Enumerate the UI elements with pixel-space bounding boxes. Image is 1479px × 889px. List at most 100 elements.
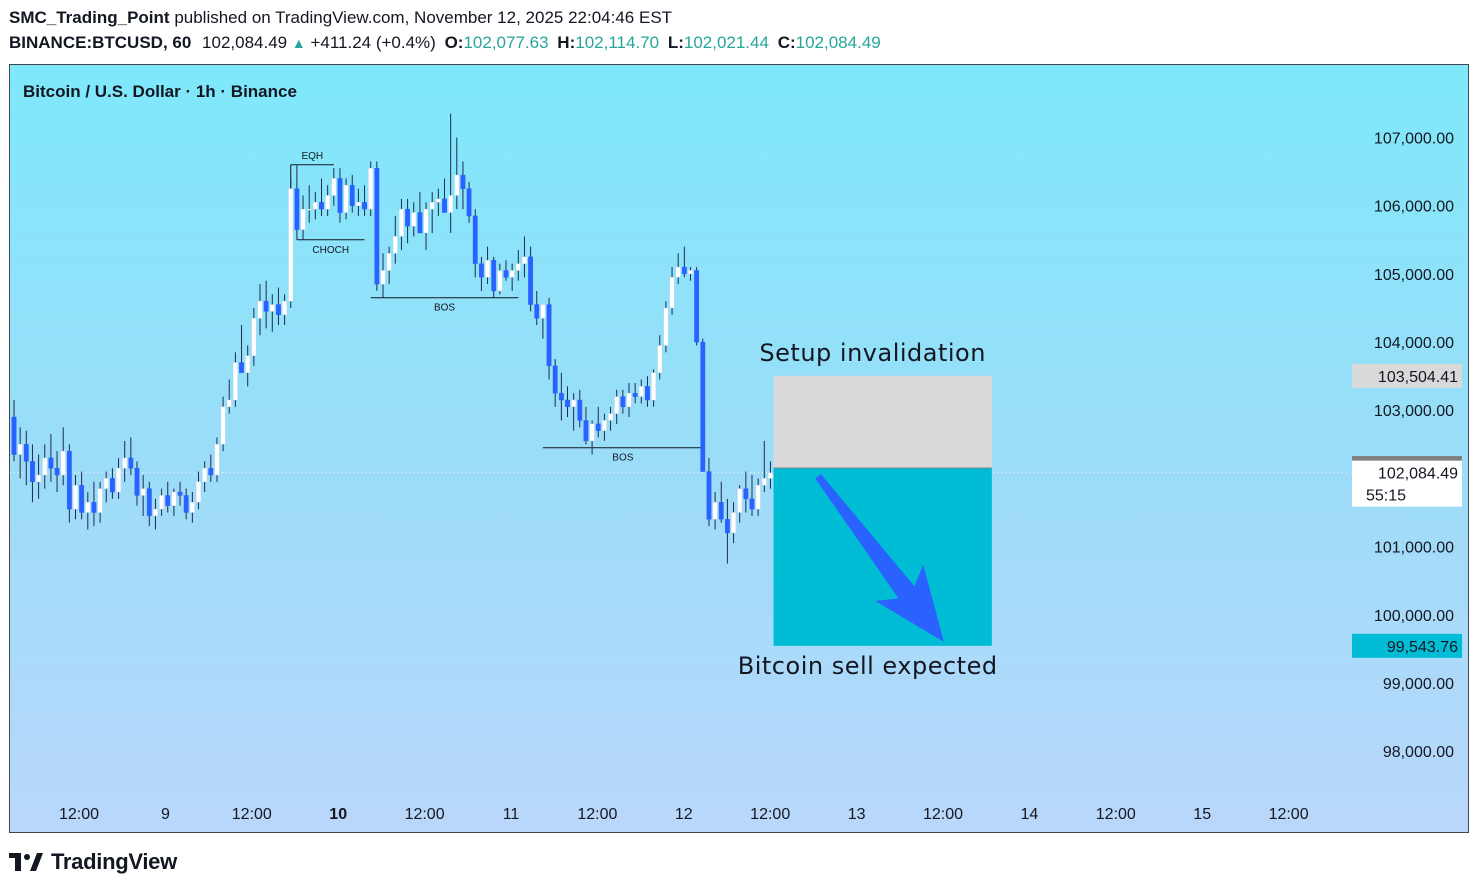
x-tick-label: 15 xyxy=(1193,806,1211,823)
low-value: 102,021.44 xyxy=(683,33,769,52)
candle-up xyxy=(153,508,158,517)
x-tick-label: 14 xyxy=(1021,806,1039,823)
candle-up xyxy=(282,300,287,315)
candle-up xyxy=(97,488,103,513)
y-tick-label: 104,000.00 xyxy=(1374,335,1454,352)
y-tick-label: 101,000.00 xyxy=(1374,540,1454,557)
candle-up xyxy=(202,467,208,483)
symbol-info-bar: BINANCE:BTCUSD, 60 102,084.49 ▲ +411.24 … xyxy=(9,33,881,53)
candle-down xyxy=(23,444,29,462)
open-label: O: xyxy=(444,33,464,52)
candle-down xyxy=(503,270,509,278)
candle-up xyxy=(657,345,663,373)
candle-down xyxy=(276,304,281,315)
candle-down xyxy=(208,467,214,476)
candle-down xyxy=(718,502,724,520)
x-tick-label: 12:00 xyxy=(577,806,617,823)
candle-up xyxy=(368,168,374,210)
x-tick-label: 12:00 xyxy=(59,806,99,823)
candle-down xyxy=(146,488,152,517)
annotation-label-eqh: EQH xyxy=(301,151,323,162)
x-tick-label: 13 xyxy=(848,806,866,823)
candle-up xyxy=(737,488,743,513)
candle-up xyxy=(116,467,121,493)
candle-down xyxy=(263,300,269,312)
candle-down xyxy=(620,396,626,408)
candle-down xyxy=(79,485,85,513)
y-tick-label: 98,000.00 xyxy=(1383,744,1454,761)
candle-down xyxy=(534,304,540,319)
candle-down xyxy=(700,341,706,472)
candle-down xyxy=(595,423,601,431)
candle-up xyxy=(214,444,220,476)
candle-down xyxy=(466,188,472,217)
price-chart[interactable]: Bitcoin / U.S. Dollar · 1h · Binance EQH C… xyxy=(10,65,1468,832)
last-price-badge-countdown: 55:15 xyxy=(1366,488,1406,505)
x-tick-label: 11 xyxy=(503,806,520,823)
candle-up xyxy=(288,188,294,302)
y-tick-label: 106,000.00 xyxy=(1374,199,1454,216)
stop-price-badge: 103,504.41 xyxy=(1378,369,1458,386)
candle-up xyxy=(768,472,773,479)
x-tick-label: 12:00 xyxy=(405,806,445,823)
candle-down xyxy=(442,198,447,213)
candle-up xyxy=(232,362,238,401)
candle-up xyxy=(171,491,177,506)
chart-panel[interactable]: Bitcoin / U.S. Dollar · 1h · Binance EQH C… xyxy=(9,64,1469,833)
annotation-label-choch: CHOCH xyxy=(312,245,349,256)
candle-down xyxy=(91,502,97,513)
y-tick-label: 99,000.00 xyxy=(1383,676,1454,693)
candle-up xyxy=(42,457,48,476)
stop-loss-zone[interactable] xyxy=(773,375,992,469)
candle-up xyxy=(485,260,490,278)
candle-down xyxy=(66,450,72,510)
candle-up xyxy=(712,502,718,520)
candle-up xyxy=(36,474,41,483)
candle-down xyxy=(11,416,17,455)
candle-down xyxy=(558,392,564,401)
candle-up xyxy=(608,413,613,421)
footer-brand: TradingView xyxy=(51,849,177,874)
stop-price-badge-bg xyxy=(1352,363,1462,388)
candle-down xyxy=(632,392,638,397)
candle-up xyxy=(103,478,109,489)
close-label: C: xyxy=(777,33,796,52)
x-tick-label: 10 xyxy=(329,806,347,823)
x-tick-label: 12:00 xyxy=(232,806,272,823)
candle-up xyxy=(423,208,429,234)
candle-up xyxy=(159,495,164,510)
candle-up xyxy=(356,202,361,206)
candle-down xyxy=(472,215,478,264)
sell-expected-label: Bitcoin sell expected xyxy=(738,652,998,680)
candle-up xyxy=(392,236,398,254)
author-name[interactable]: SMC_Trading_Point xyxy=(9,8,170,27)
candle-up xyxy=(448,195,454,213)
candle-up xyxy=(731,512,736,534)
candle-down xyxy=(528,256,534,305)
candle-up xyxy=(522,256,527,264)
candle-up xyxy=(189,502,195,513)
candle-down xyxy=(30,461,35,483)
candle-up xyxy=(651,372,657,401)
candle-up xyxy=(761,478,767,486)
last-price-badge: 102,084.49 xyxy=(1378,466,1458,483)
annotation-label-bos: BOS xyxy=(612,453,633,464)
price-change: +411.24 (+0.4%) xyxy=(310,33,436,52)
candle-down xyxy=(577,399,583,421)
candle-up xyxy=(540,304,546,319)
high-label: H: xyxy=(557,33,576,52)
candle-up xyxy=(331,178,337,196)
x-tick-label: 12:00 xyxy=(923,806,963,823)
candle-up xyxy=(669,277,675,309)
candle-up xyxy=(454,174,460,196)
candle-down xyxy=(134,467,140,496)
candle-down xyxy=(417,212,423,234)
tradingview-logo[interactable]: TradingView xyxy=(9,849,177,875)
candle-down xyxy=(552,365,558,394)
candle-down xyxy=(749,498,755,510)
y-tick-label: 107,000.00 xyxy=(1374,131,1454,148)
annotation-label-bos: BOS xyxy=(434,303,455,314)
candle-down xyxy=(183,495,189,513)
candle-up xyxy=(755,485,761,510)
candle-down xyxy=(374,168,380,285)
